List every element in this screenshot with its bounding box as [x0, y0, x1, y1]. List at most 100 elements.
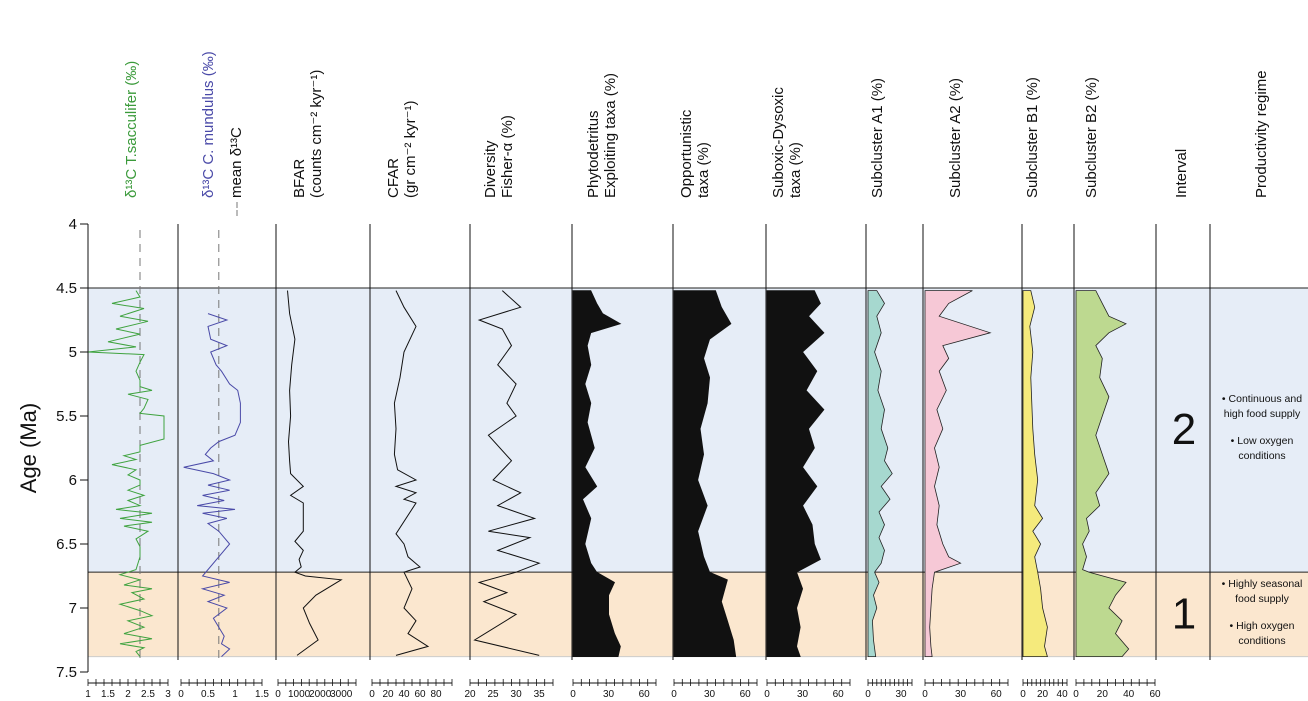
header-line: taxa (%): [787, 142, 804, 198]
x-tick-label: 0: [671, 689, 677, 700]
series-bfar: [287, 290, 343, 656]
x-tick-label: 30: [797, 689, 809, 700]
column-header: Subcluster A1 (%): [869, 78, 886, 198]
header-line: Exploiting taxa (%): [602, 73, 619, 198]
axes-layer: 44.555.566.577.51 1.5 2 2.5 3 0 0.5 1 1.5 0 100020…: [56, 216, 1211, 700]
header-line: BFAR: [291, 159, 308, 198]
column-header: CFAR (gr cm⁻² kyr⁻¹): [385, 101, 419, 198]
x-tick-label: 20: [464, 689, 476, 700]
productivity-note: • Highly seasonal: [1222, 578, 1303, 590]
column-header: BFAR (counts cm⁻² kyr⁻¹): [291, 70, 325, 198]
age-tick-label: 4.5: [56, 280, 77, 297]
x-tick-label: 30: [895, 689, 907, 700]
area-a2: [924, 290, 992, 657]
line-cfar: [393, 290, 430, 656]
header-line: Productivity regime: [1253, 70, 1270, 198]
area-opportunistic: [673, 290, 737, 657]
series-phytodetritus: [572, 290, 622, 657]
header-line: CFAR: [385, 158, 402, 198]
line-d13c_cmund: [183, 313, 241, 657]
area-a1: [867, 290, 893, 657]
x-tick-label: 40: [398, 689, 410, 700]
x-tick-label: 3: [165, 689, 171, 700]
column-header: Phytodetritus Exploiting taxa (%): [585, 73, 619, 198]
area-b1: [1022, 290, 1048, 657]
x-tick-label: 0: [570, 689, 576, 700]
productivity-note: • Low oxygen: [1231, 435, 1294, 447]
productivity-note: conditions: [1238, 450, 1285, 462]
x-tick-label: 60: [833, 689, 845, 700]
productivity-note: high food supply: [1224, 408, 1301, 420]
age-tick-label: 7.5: [56, 664, 77, 681]
column-headers: δ¹³C T.sacculifer (‰) δ¹³C C. mundulus (‰…: [123, 51, 1270, 216]
x-tick-label: 2: [125, 689, 131, 700]
x-tick-label: 1: [85, 689, 91, 700]
x-tick-label: 60: [740, 689, 752, 700]
header-line: mean δ¹³C: [228, 127, 245, 198]
x-tick-label: 20: [382, 689, 394, 700]
line-d13c_tsacc: [87, 290, 165, 657]
x-tick-label: 40: [1123, 689, 1135, 700]
header-line: Subcluster B1 (%): [1024, 77, 1041, 198]
x-tick-label: 40: [1057, 689, 1069, 700]
x-tick-label: 0: [178, 689, 184, 700]
productivity-note: conditions: [1238, 635, 1285, 647]
x-tick-label: 30: [955, 689, 967, 700]
series-d13c_cmund: [183, 230, 241, 660]
x-tick-label: 30: [704, 689, 716, 700]
x-tick-label: 30: [511, 689, 523, 700]
header-line: Interval: [1173, 149, 1190, 198]
header-line: (gr cm⁻² kyr⁻¹): [402, 101, 419, 198]
header-line: Subcluster A2 (%): [947, 78, 964, 198]
x-tick-label: 20: [1037, 689, 1049, 700]
header-line: Fisher-α (%): [499, 115, 516, 198]
series-suboxic: [766, 290, 825, 657]
series-layer: [87, 230, 1130, 660]
series-diversity: [473, 290, 541, 656]
x-tick-label: 1: [232, 689, 238, 700]
area-suboxic: [766, 290, 825, 657]
header-line: taxa (%): [695, 142, 712, 198]
productivity-note: • High oxygen: [1230, 620, 1295, 632]
column-header: δ¹³C C. mundulus (‰) mean δ¹³C: [200, 51, 245, 216]
x-tick-label: 0: [922, 689, 928, 700]
interval-labels: 2 • Continuous and high food supply • Low o…: [1172, 393, 1303, 647]
series-b2: [1075, 290, 1130, 657]
column-header: Productivity regime: [1253, 70, 1270, 198]
y-axis-label: Age (Ma): [16, 403, 41, 493]
x-tick-label: 0: [764, 689, 770, 700]
x-tick-label: 35: [534, 689, 546, 700]
productivity-note: food supply: [1235, 593, 1289, 605]
productivity-note: • Continuous and: [1222, 393, 1302, 405]
line-bfar: [287, 290, 343, 656]
age-tick-label: 5.5: [56, 408, 77, 425]
header-line: Opportunistic: [678, 109, 695, 198]
x-tick-label: 3000: [330, 689, 353, 700]
header-line: (counts cm⁻² kyr⁻¹): [308, 70, 325, 198]
column-header: Interval: [1173, 149, 1190, 198]
x-tick-label: 2.5: [141, 689, 155, 700]
age-tick-label: 4: [69, 216, 77, 233]
series-a2: [924, 290, 992, 657]
age-tick-label: 7: [69, 600, 77, 617]
series-cfar: [393, 290, 430, 656]
series-opportunistic: [673, 290, 737, 657]
interval-number: 1: [1172, 589, 1196, 638]
series-a1: [867, 290, 893, 657]
column-header: Suboxic-Dysoxic taxa (%): [770, 87, 804, 198]
x-tick-label: 25: [487, 689, 499, 700]
column-header: δ¹³C T.sacculifer (‰): [123, 61, 140, 198]
column-header: Subcluster B2 (%): [1083, 77, 1100, 198]
x-tick-label: 0: [275, 689, 281, 700]
column-header: Subcluster B1 (%): [1024, 77, 1041, 198]
header-line: δ¹³C C. mundulus (‰): [200, 51, 217, 198]
age-tick-label: 6.5: [56, 536, 77, 553]
column-header: Opportunistic taxa (%): [678, 109, 712, 198]
series-b1: [1022, 290, 1048, 657]
age-tick-label: 6: [69, 472, 77, 489]
interval-number: 2: [1172, 405, 1196, 454]
header-line: Subcluster B2 (%): [1083, 77, 1100, 198]
x-tick-label: 0: [1020, 689, 1026, 700]
header-line: δ¹³C T.sacculifer (‰): [123, 61, 140, 198]
